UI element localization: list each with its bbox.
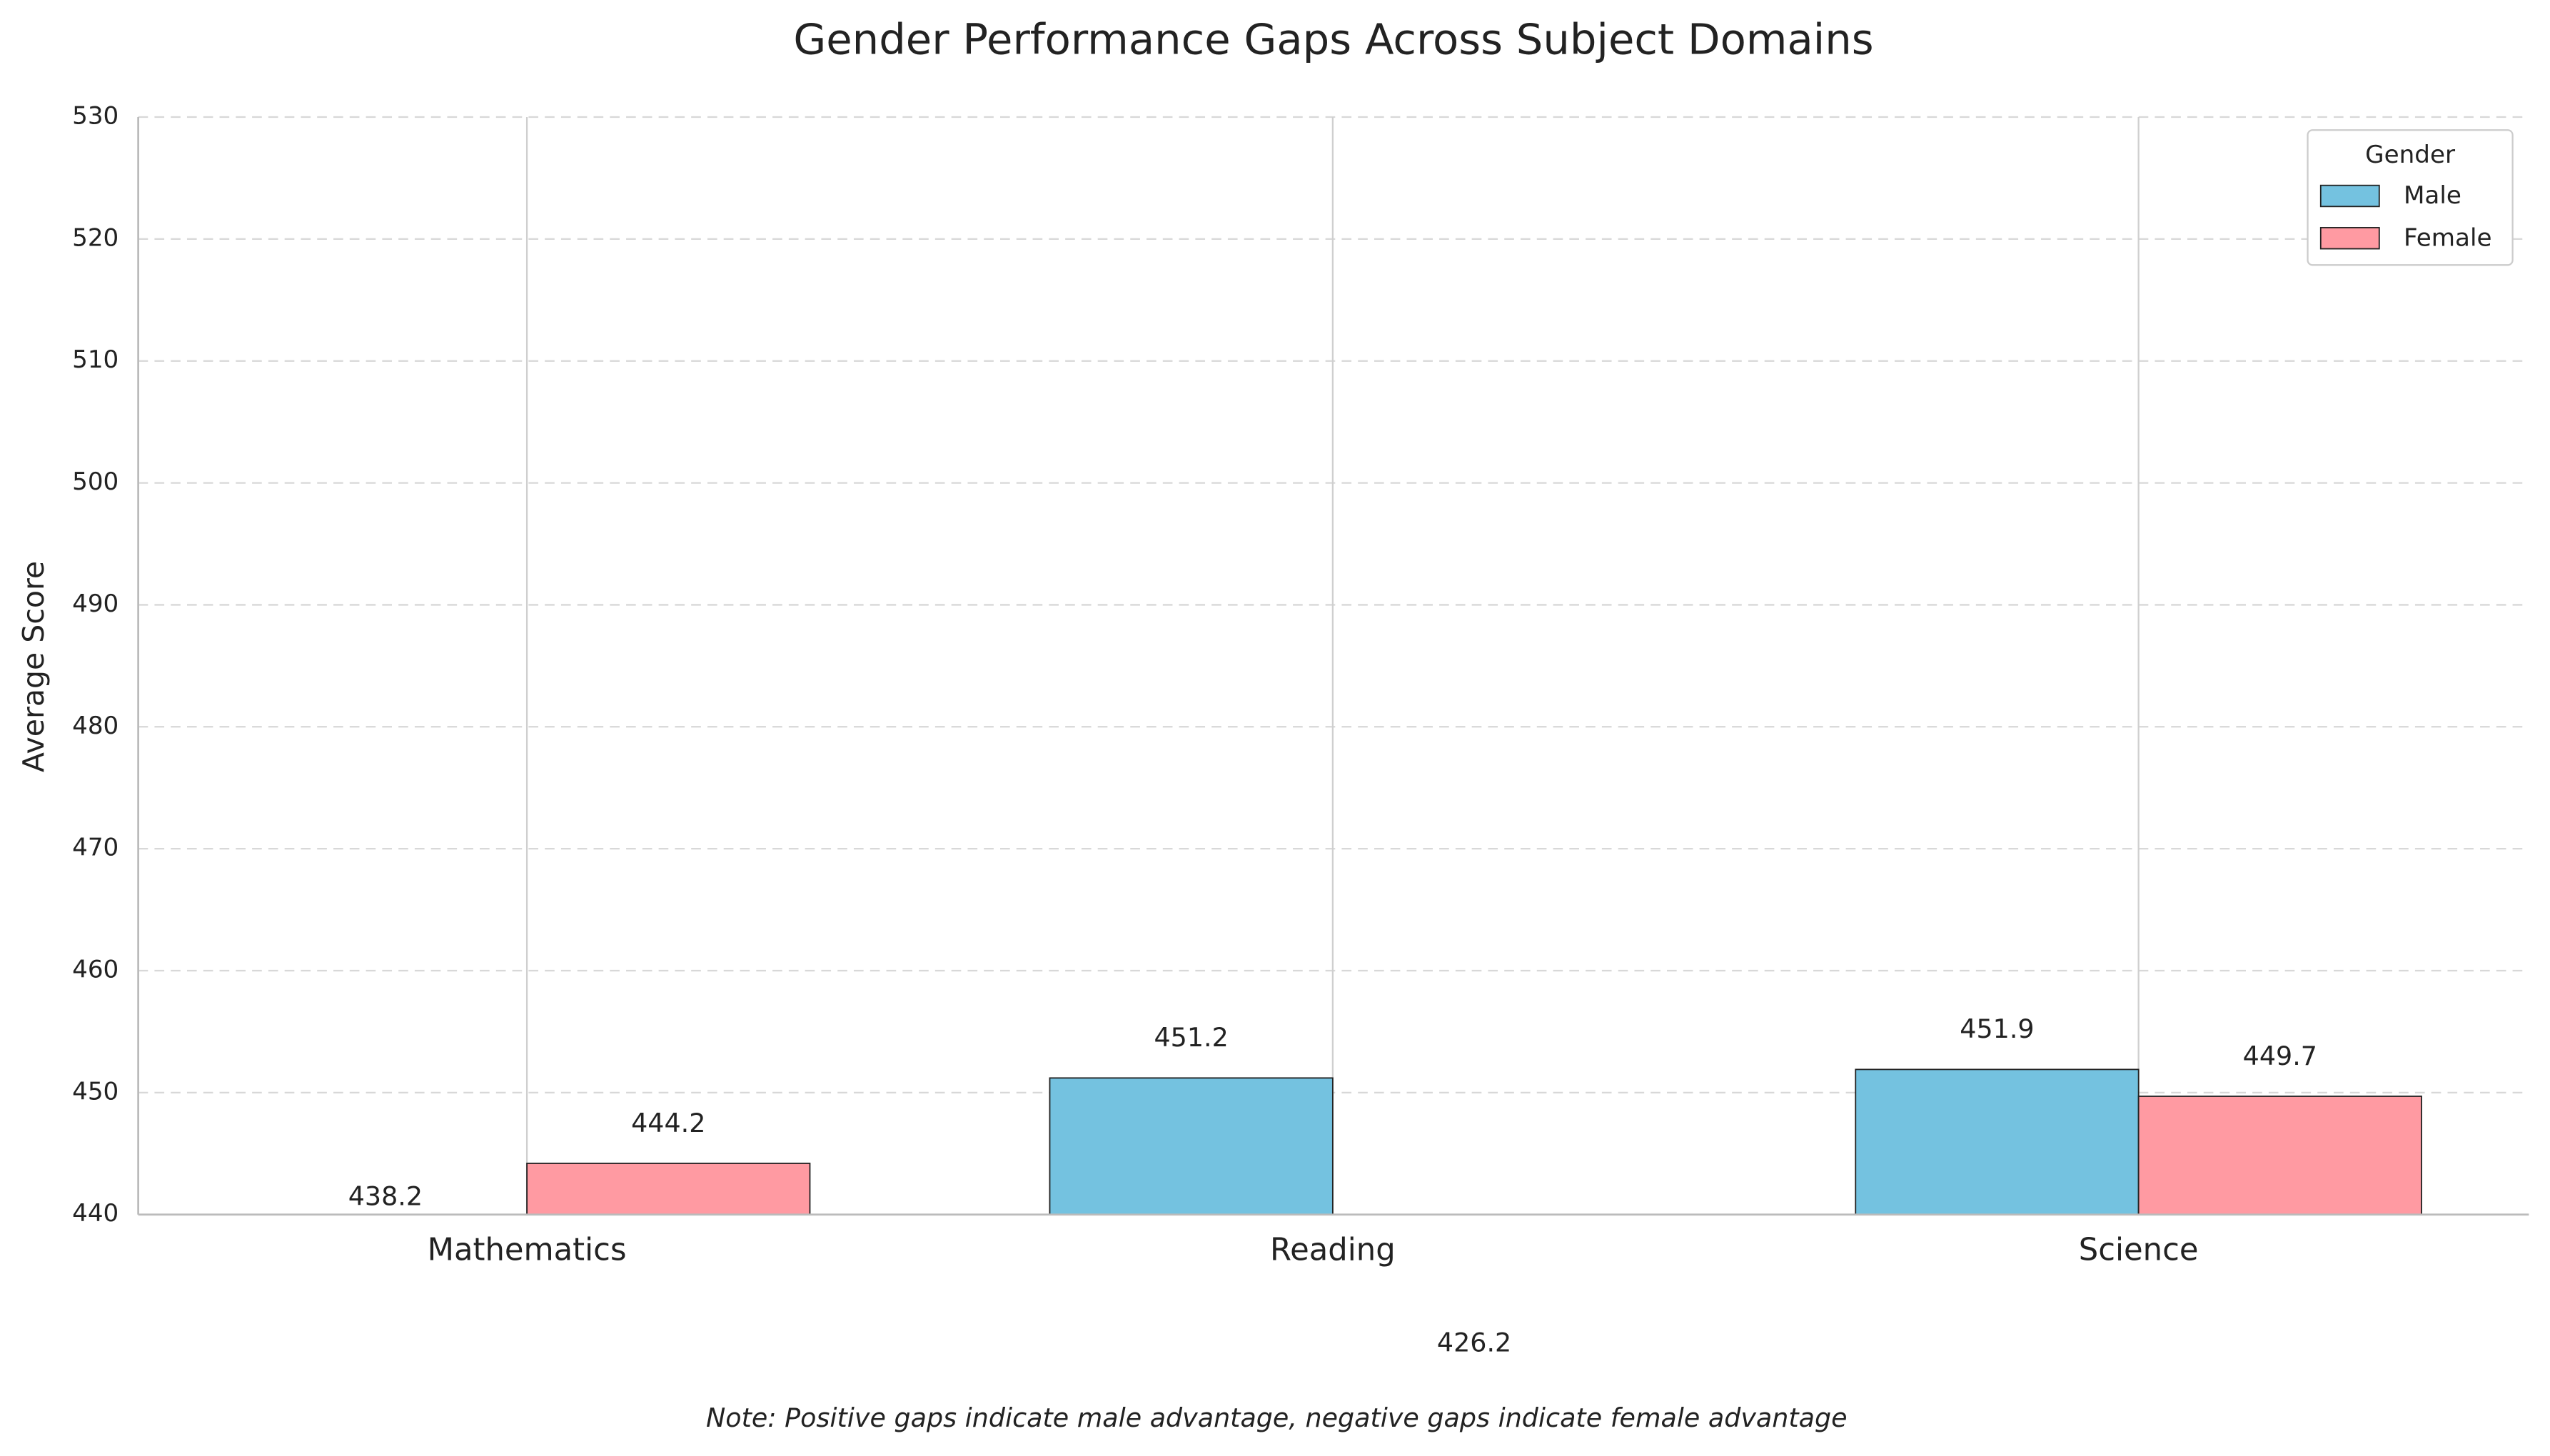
bars <box>243 1068 2422 1215</box>
chart-title: Gender Performance Gaps Across Subject D… <box>793 14 1873 64</box>
y-tick-label: 450 <box>72 1077 119 1106</box>
labels: 440 450 460 470 480 490 500 510 520 530 Mathematic… <box>72 102 2317 1358</box>
y-tick-label: 440 <box>72 1199 119 1228</box>
y-tick-label: 460 <box>72 956 119 984</box>
bar <box>1049 1077 1334 1215</box>
legend-label: Male <box>2404 181 2461 210</box>
grid <box>138 116 2529 1215</box>
legend-title: Gender <box>2365 141 2456 169</box>
legend-swatch <box>2319 227 2380 250</box>
bar <box>526 1163 811 1215</box>
value-label: 451.9 <box>1960 1013 2034 1044</box>
y-tick-label: 470 <box>72 834 119 862</box>
x-tick-label: Mathematics <box>428 1233 627 1268</box>
y-tick-label: 520 <box>72 223 119 252</box>
y-tick-label: 490 <box>72 590 119 618</box>
legend-swatch <box>2319 184 2380 208</box>
note: Note: Positive gaps indicate male advant… <box>706 1402 1847 1433</box>
bar <box>1855 1068 2140 1215</box>
legend: Gender Male Female <box>2307 129 2514 266</box>
x-tick-label: Reading <box>1270 1233 1396 1268</box>
bar <box>2137 1096 2422 1215</box>
value-label: 438.2 <box>348 1181 423 1211</box>
legend-label: Female <box>2404 223 2492 252</box>
y-axis-label: Average Score <box>16 561 51 772</box>
y-tick-label: 510 <box>72 345 119 374</box>
value-label: 449.7 <box>2243 1041 2317 1071</box>
value-label: 426.2 <box>1437 1327 1511 1358</box>
value-label: 451.2 <box>1154 1022 1229 1053</box>
y-tick-label: 500 <box>72 467 119 496</box>
y-tick-label: 530 <box>72 102 119 131</box>
y-tick-label: 480 <box>72 712 119 740</box>
x-tick-label: Science <box>2079 1233 2199 1268</box>
value-label: 444.2 <box>631 1108 705 1138</box>
